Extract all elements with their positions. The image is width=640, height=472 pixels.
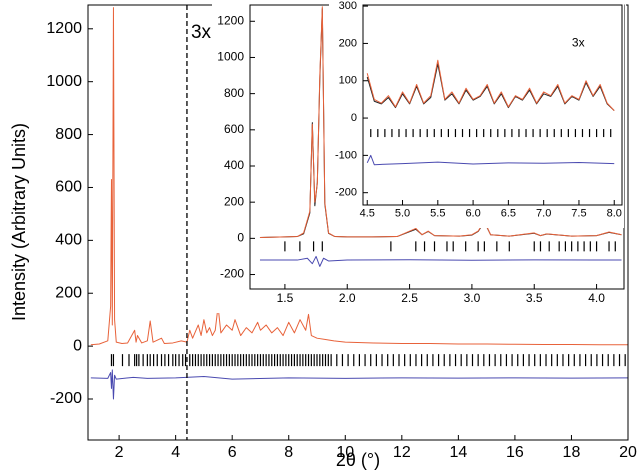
y-tick-label: 800 — [224, 86, 244, 100]
series-line — [366, 59, 615, 111]
x-tick-label: 4.5 — [360, 208, 375, 220]
y-tick-label: -200 — [335, 187, 357, 199]
x-tick-label: 10 — [336, 444, 354, 461]
panel: 2 4 6 8 10 12 14 16 18 20-20002004006008001000120… — [46, 4, 637, 461]
y-tick-label: 0 — [237, 231, 244, 245]
x-axis-label: 2θ (°) — [336, 450, 380, 470]
y-tick-label: 400 — [224, 158, 244, 172]
x-tick-label: 1.5 — [277, 291, 294, 305]
inset-background — [329, 3, 624, 228]
y-tick-label: 1200 — [46, 20, 82, 37]
series-line — [90, 369, 628, 400]
y-tick-label: 600 — [55, 179, 82, 196]
annotation-label: 3x — [572, 36, 585, 50]
plot-area — [90, 7, 628, 400]
x-tick-label: 2 — [115, 444, 124, 461]
frame — [362, 4, 623, 206]
y-tick-label: -200 — [50, 390, 82, 407]
x-tick-label: 6.5 — [501, 208, 516, 220]
y-tick-label: 400 — [55, 232, 82, 249]
y-tick-label: 600 — [224, 122, 244, 136]
series-line — [366, 154, 615, 166]
y-tick-label: 1000 — [217, 50, 244, 64]
y-axis-label: Intensity (Arbitrary Units) — [9, 123, 29, 321]
x-tick-label: 2.0 — [339, 291, 356, 305]
x-tick-label: 16 — [506, 444, 524, 461]
x-tick-label: 14 — [449, 444, 467, 461]
series-line — [90, 7, 628, 346]
y-tick-label: -100 — [335, 149, 357, 161]
y-tick-label: 0 — [351, 112, 357, 124]
x-tick-label: 6 — [228, 444, 237, 461]
x-tick-label: 6.0 — [465, 208, 480, 220]
y-tick-label: -200 — [220, 267, 244, 281]
x-tick-label: 7.5 — [571, 208, 586, 220]
x-tick-label: 8 — [284, 444, 293, 461]
y-tick-label: 0 — [73, 337, 82, 354]
plot-area — [259, 6, 622, 267]
x-tick-label: 5.5 — [430, 208, 445, 220]
y-tick-label: 200 — [224, 194, 244, 208]
y-tick-label: 800 — [55, 126, 82, 143]
y-tick-label: 300 — [339, 0, 357, 12]
plot-area — [366, 59, 615, 166]
x-tick-label: 3.0 — [464, 291, 481, 305]
x-tick-label: 3.5 — [526, 291, 543, 305]
x-tick-label: 7.0 — [536, 208, 551, 220]
x-tick-label: 20 — [619, 444, 637, 461]
panel: 4.5 5.0 5.5 6.0 6.5 7.0 7.5 8.0 -200 -100 0 100 200 3… — [329, 0, 624, 228]
x-tick-label: 2.5 — [401, 291, 418, 305]
y-tick-label: 1000 — [46, 73, 82, 90]
y-tick-label: 200 — [55, 284, 82, 301]
y-tick-label: 100 — [339, 75, 357, 87]
x-tick-label: 4.0 — [588, 291, 605, 305]
series-line — [259, 255, 622, 267]
x-tick-label: 12 — [393, 444, 411, 461]
y-tick-label: 200 — [339, 37, 357, 49]
annotation-label: 3x — [191, 22, 212, 43]
x-tick-label: 4 — [171, 444, 180, 461]
y-tick-label: 1200 — [217, 13, 244, 27]
x-tick-label: 8.0 — [607, 208, 622, 220]
x-tick-label: 5.0 — [395, 208, 410, 220]
x-tick-label: 18 — [563, 444, 581, 461]
series-line — [259, 6, 622, 238]
